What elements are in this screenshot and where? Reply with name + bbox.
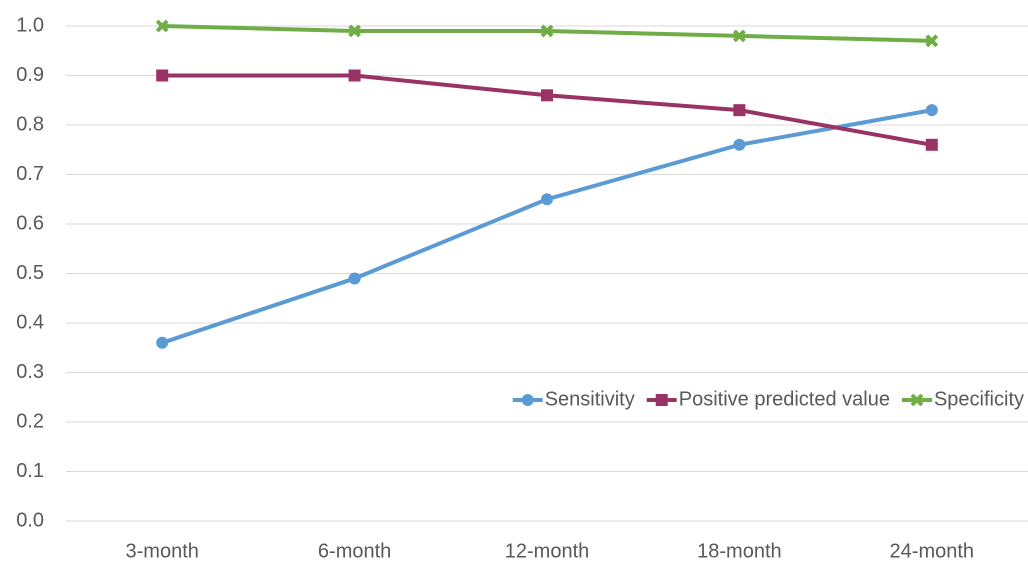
series-line bbox=[162, 73, 933, 147]
y-tick-label: 0.4 bbox=[16, 311, 44, 333]
point bbox=[733, 138, 746, 151]
y-tick-label: 0.8 bbox=[16, 113, 44, 135]
legend-item: Positive predicted value bbox=[646, 388, 890, 410]
y-tick-label: 0.3 bbox=[16, 361, 44, 383]
series-line bbox=[161, 108, 933, 345]
legend-marker bbox=[655, 394, 668, 406]
point bbox=[925, 104, 938, 117]
legend-marker bbox=[521, 394, 534, 406]
x-tick-label: 18-month bbox=[697, 540, 782, 562]
y-tick-label: 1.0 bbox=[16, 14, 44, 36]
legend-label: Specificity bbox=[934, 388, 1024, 410]
x-tick-label: 12-month bbox=[505, 540, 590, 562]
point bbox=[155, 19, 169, 33]
x-tick-label: 24-month bbox=[890, 540, 975, 562]
point bbox=[156, 69, 169, 82]
point bbox=[732, 29, 746, 43]
point bbox=[348, 24, 362, 38]
point bbox=[925, 138, 938, 151]
point bbox=[348, 272, 361, 285]
point bbox=[925, 34, 939, 48]
legend-label: Positive predicted value bbox=[679, 388, 890, 410]
point bbox=[156, 336, 169, 349]
y-tick-label: 0.0 bbox=[16, 509, 44, 531]
point bbox=[348, 69, 361, 82]
y-tick-label: 0.2 bbox=[16, 410, 44, 432]
x-tick-label: 6-month bbox=[318, 540, 391, 562]
y-tick-label: 0.9 bbox=[16, 64, 44, 86]
y-tick-label: 0.5 bbox=[16, 262, 44, 284]
legend-label: Sensitivity bbox=[545, 388, 635, 410]
y-tick-label: 0.1 bbox=[16, 460, 44, 482]
legend-marker bbox=[910, 393, 924, 407]
y-tick-label: 0.7 bbox=[16, 163, 44, 185]
point bbox=[541, 193, 553, 206]
x-tick-label: 3-month bbox=[126, 540, 199, 562]
point bbox=[541, 89, 553, 102]
y-tick-label: 0.6 bbox=[16, 212, 44, 234]
point bbox=[540, 24, 554, 38]
point bbox=[733, 104, 746, 117]
